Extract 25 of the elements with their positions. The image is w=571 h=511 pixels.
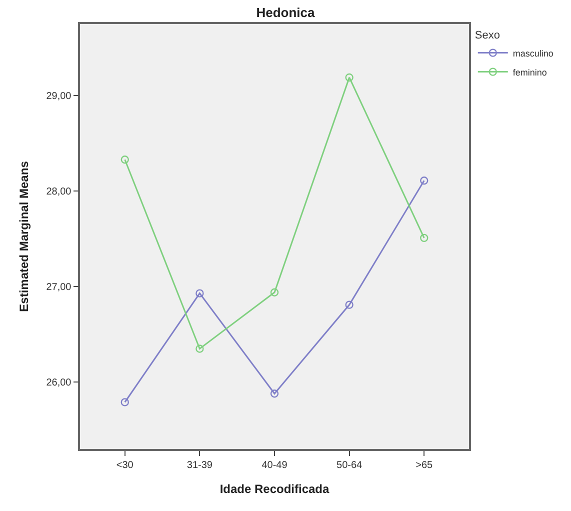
point bbox=[345, 300, 354, 309]
point bbox=[196, 289, 204, 298]
x-tick-label: 31-39 bbox=[186, 460, 213, 471]
legend-label: feminino bbox=[512, 67, 547, 78]
x-tick-label: <30 bbox=[116, 460, 134, 471]
x-tick-label: 40-49 bbox=[262, 460, 288, 471]
y-tick-label: 26,00 bbox=[46, 378, 72, 389]
point bbox=[120, 156, 129, 164]
legend-title: Sexo bbox=[474, 29, 500, 42]
chart-title: Hedonica bbox=[256, 4, 316, 20]
x-tick-label: 50-64 bbox=[336, 460, 363, 471]
y-axis-title: Estimated Marginal Means bbox=[17, 160, 32, 312]
point bbox=[270, 390, 279, 398]
x-tick-label: >65 bbox=[416, 460, 434, 471]
point bbox=[270, 288, 279, 296]
legend-label: masculino bbox=[512, 48, 554, 58]
point bbox=[196, 344, 204, 353]
point bbox=[420, 176, 428, 185]
point bbox=[420, 234, 428, 242]
y-tick-label: 29,00 bbox=[46, 91, 72, 102]
x-axis-title: Idade Recodificada bbox=[220, 482, 330, 496]
point bbox=[120, 398, 129, 406]
y-tick-label: 27,00 bbox=[46, 282, 72, 294]
point bbox=[345, 73, 354, 82]
y-tick-label: 28,00 bbox=[46, 186, 72, 198]
